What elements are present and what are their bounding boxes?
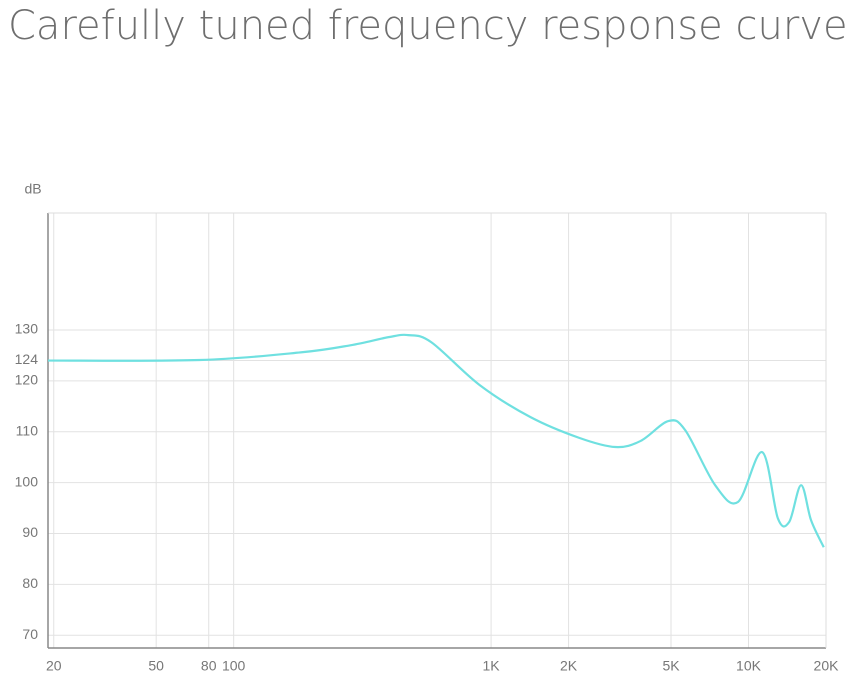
x-tick-label: 1K [483,658,501,674]
x-tick-label: 20 [46,658,62,674]
response-curve [47,333,825,548]
x-tick-label: 100 [222,658,246,674]
y-tick-label: 90 [22,524,38,540]
x-tick-label: 10K [736,658,762,674]
y-tick-label: 70 [22,626,38,642]
x-tick-label: 2K [560,658,578,674]
y-tick-label: 80 [22,575,38,591]
y-tick-label: 100 [15,473,39,489]
x-tick-label: 5K [662,658,680,674]
y-axis-label: dB [24,181,41,197]
y-tick-label: 120 [15,372,39,388]
y-tick-label: 110 [16,422,39,438]
chart-title: Carefully tuned frequency response curve [8,3,848,49]
x-tick-label: 50 [148,658,164,674]
x-tick-label: 20K [814,658,840,674]
y-tick-label: 124 [15,351,39,367]
x-tick-label: 80 [201,658,217,674]
y-tick-label: 130 [15,321,39,337]
